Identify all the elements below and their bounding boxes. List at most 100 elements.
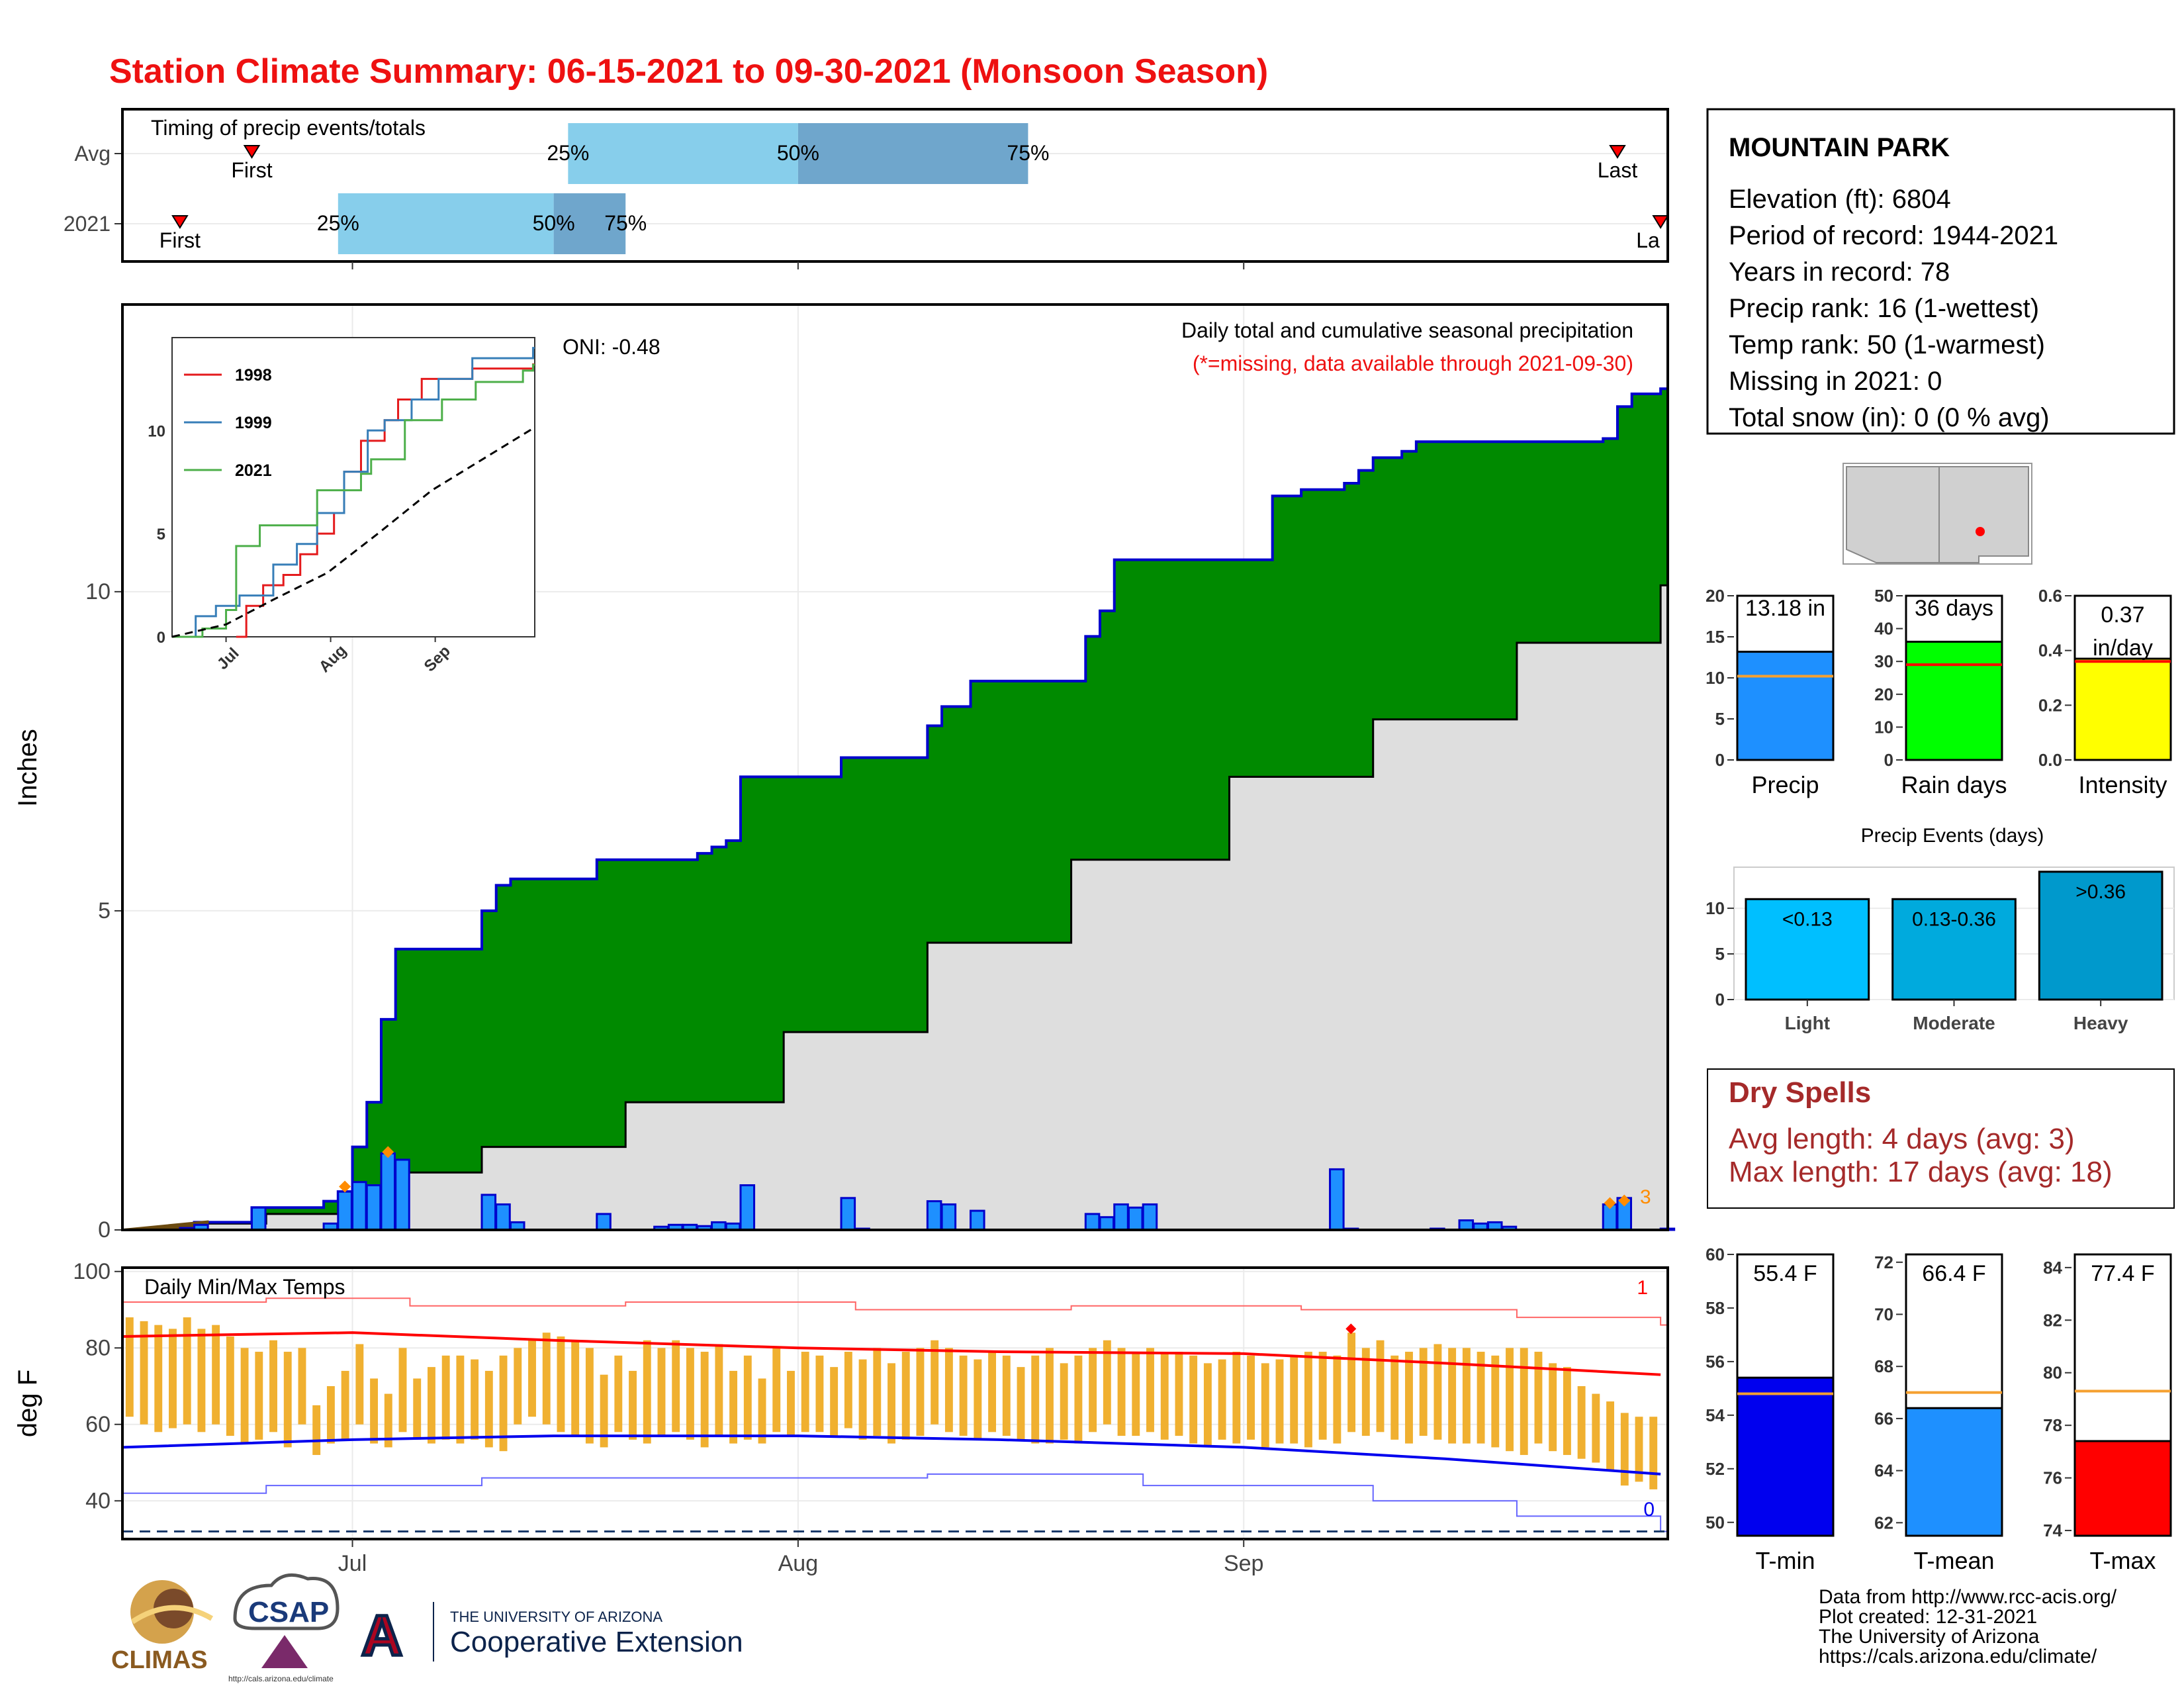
summary-bar-title: T-min	[1756, 1547, 1815, 1574]
daily-temp-range-bar	[456, 1355, 465, 1444]
csap-logo: CSAP http://cals.arizona.edu/climate	[228, 1573, 340, 1683]
daily-temp-range-bar	[471, 1359, 479, 1440]
pct-label: 50%	[533, 211, 575, 235]
y-tick-label: 10	[1706, 898, 1725, 918]
quartile-bar-upper	[553, 193, 626, 254]
summary-bar-title: Intensity	[2078, 771, 2167, 798]
daily-temp-range-bar	[787, 1370, 795, 1436]
daily-temp-range-bar	[1160, 1352, 1169, 1440]
daily-temp-range-bar	[585, 1348, 594, 1444]
daily-temp-range-bar	[298, 1348, 306, 1425]
summary-bar	[1905, 1407, 2003, 1537]
station-line: Elevation (ft): 6804	[1729, 185, 1951, 214]
ua-bottom-text: Cooperative Extension	[450, 1626, 743, 1658]
daily-temp-range-bar	[269, 1340, 277, 1432]
pct-label: 25%	[317, 211, 359, 235]
pct-label: 75%	[1007, 141, 1049, 165]
y-tick-label: 70	[1874, 1305, 1893, 1325]
pct-label: 50%	[777, 141, 819, 165]
daily-precip-bar	[337, 1190, 353, 1231]
y-axis-label: Inches	[13, 729, 42, 807]
daily-temps-panel: 40 60 80 100 1 0 Daily Min/Max Temps deg F	[13, 1259, 1669, 1540]
daily-temp-range-bar	[1247, 1355, 1255, 1440]
daily-temp-range-bar	[183, 1317, 191, 1425]
y-tick-label: 56	[1706, 1352, 1725, 1372]
y-tick-label: 50	[1706, 1513, 1725, 1532]
daily-precip-bar	[351, 1181, 367, 1231]
y-tick-label: 10	[85, 579, 111, 604]
daily-temp-range-bar	[657, 1348, 666, 1436]
daily-temp-range-bar	[1017, 1367, 1025, 1440]
normal-precip-line	[122, 584, 1668, 1231]
inset-y-tick: 5	[157, 526, 165, 543]
summary-bar	[2073, 1440, 2172, 1537]
daily-temp-range-bar	[1203, 1363, 1212, 1448]
pct-label: 25%	[547, 141, 589, 165]
month-tick-label: Jul	[338, 1551, 367, 1576]
csap-logo-url: http://cals.arizona.edu/climate	[228, 1674, 334, 1683]
daily-temp-range-bar	[873, 1348, 882, 1436]
record-marker	[1604, 1197, 1616, 1209]
y-tick-label: 5	[1715, 944, 1725, 964]
daily-temp-range-bar	[1376, 1340, 1385, 1432]
daily-temp-range-bar	[1433, 1344, 1442, 1440]
daily-temp-range-bar	[441, 1355, 450, 1440]
daily-temp-range-bar	[1405, 1352, 1413, 1444]
summary-bar-title: T-mean	[1913, 1547, 1994, 1574]
summary-bar	[1905, 640, 2003, 761]
inset-normal-line	[171, 427, 534, 638]
y-tick-label: 0	[1715, 990, 1725, 1009]
y-tick-label: 52	[1706, 1459, 1725, 1479]
daily-temp-range-bar	[341, 1370, 349, 1440]
daily-temp-range-bar	[758, 1378, 766, 1444]
daily-temp-range-bar	[528, 1340, 536, 1417]
event-category-label: Heavy	[2073, 1013, 2128, 1033]
station-line: Precip rank: 16 (1-wettest)	[1729, 294, 2039, 323]
y-tick-label: 0	[98, 1217, 111, 1243]
daily-temp-range-bar	[1074, 1355, 1083, 1444]
station-line: Total snow (in): 0 (0 % avg)	[1729, 403, 2050, 432]
record-high-count: 1	[1637, 1277, 1648, 1299]
daily-temp-range-bar	[944, 1348, 953, 1432]
normal-precip-area	[122, 585, 1668, 1230]
daily-temp-range-bar	[1520, 1348, 1528, 1455]
daily-temp-range-bar	[1448, 1348, 1457, 1444]
inset-y-tick: 10	[148, 422, 165, 440]
daily-temp-range-bar	[743, 1355, 752, 1440]
record-low-line	[122, 1473, 1668, 1532]
month-tick-label: Sep	[1224, 1551, 1264, 1576]
dry-spells-box: Dry Spells Avg length: 4 days (avg: 3) M…	[1707, 1068, 2175, 1209]
daily-temp-range-bar	[1491, 1355, 1500, 1448]
daily-temp-range-bar	[801, 1352, 809, 1432]
daily-temp-range-bar	[686, 1348, 694, 1440]
y-tick-label: 0.0	[2038, 750, 2062, 770]
station-line: Missing in 2021: 0	[1729, 367, 1942, 396]
daily-temp-range-bar	[1318, 1352, 1327, 1440]
daily-temp-range-bar	[1218, 1359, 1226, 1440]
daily-temp-range-bar	[1175, 1352, 1183, 1436]
y-tick-label: 0	[1884, 750, 1893, 770]
daily-temp-range-bar	[428, 1367, 435, 1444]
events-title: Precip Events (days)	[1861, 825, 2044, 847]
daily-temp-range-bar	[484, 1370, 493, 1448]
daily-temp-range-bar	[355, 1344, 364, 1425]
precip-timing-panel: 25% 50% 75% First Last Avg 25% 50% 75% First La 202…	[64, 108, 1669, 263]
daily-temp-range-bar	[715, 1344, 723, 1436]
daily-temp-range-bar	[312, 1405, 321, 1455]
missing-note: (*=missing, data available through 2021-…	[1193, 352, 1633, 375]
inset-series-line	[172, 363, 535, 638]
daily-precip-bar	[1458, 1219, 1475, 1231]
summary-bar	[1736, 651, 1835, 761]
daily-temp-range-bar	[1290, 1355, 1298, 1444]
daily-temp-range-bar	[154, 1325, 163, 1432]
daily-temp-range-bar	[1117, 1348, 1126, 1436]
credit-line: The University of Arizona	[1819, 1626, 2040, 1648]
ua-block-a: A	[361, 1604, 402, 1667]
last-event-label: Last	[1598, 158, 1638, 182]
y-tick-label: 80	[2043, 1363, 2062, 1383]
daily-temp-range-bar	[1261, 1363, 1269, 1448]
event-bin-label: <0.13	[1782, 908, 1833, 930]
quartile-bar-lower	[338, 193, 554, 254]
